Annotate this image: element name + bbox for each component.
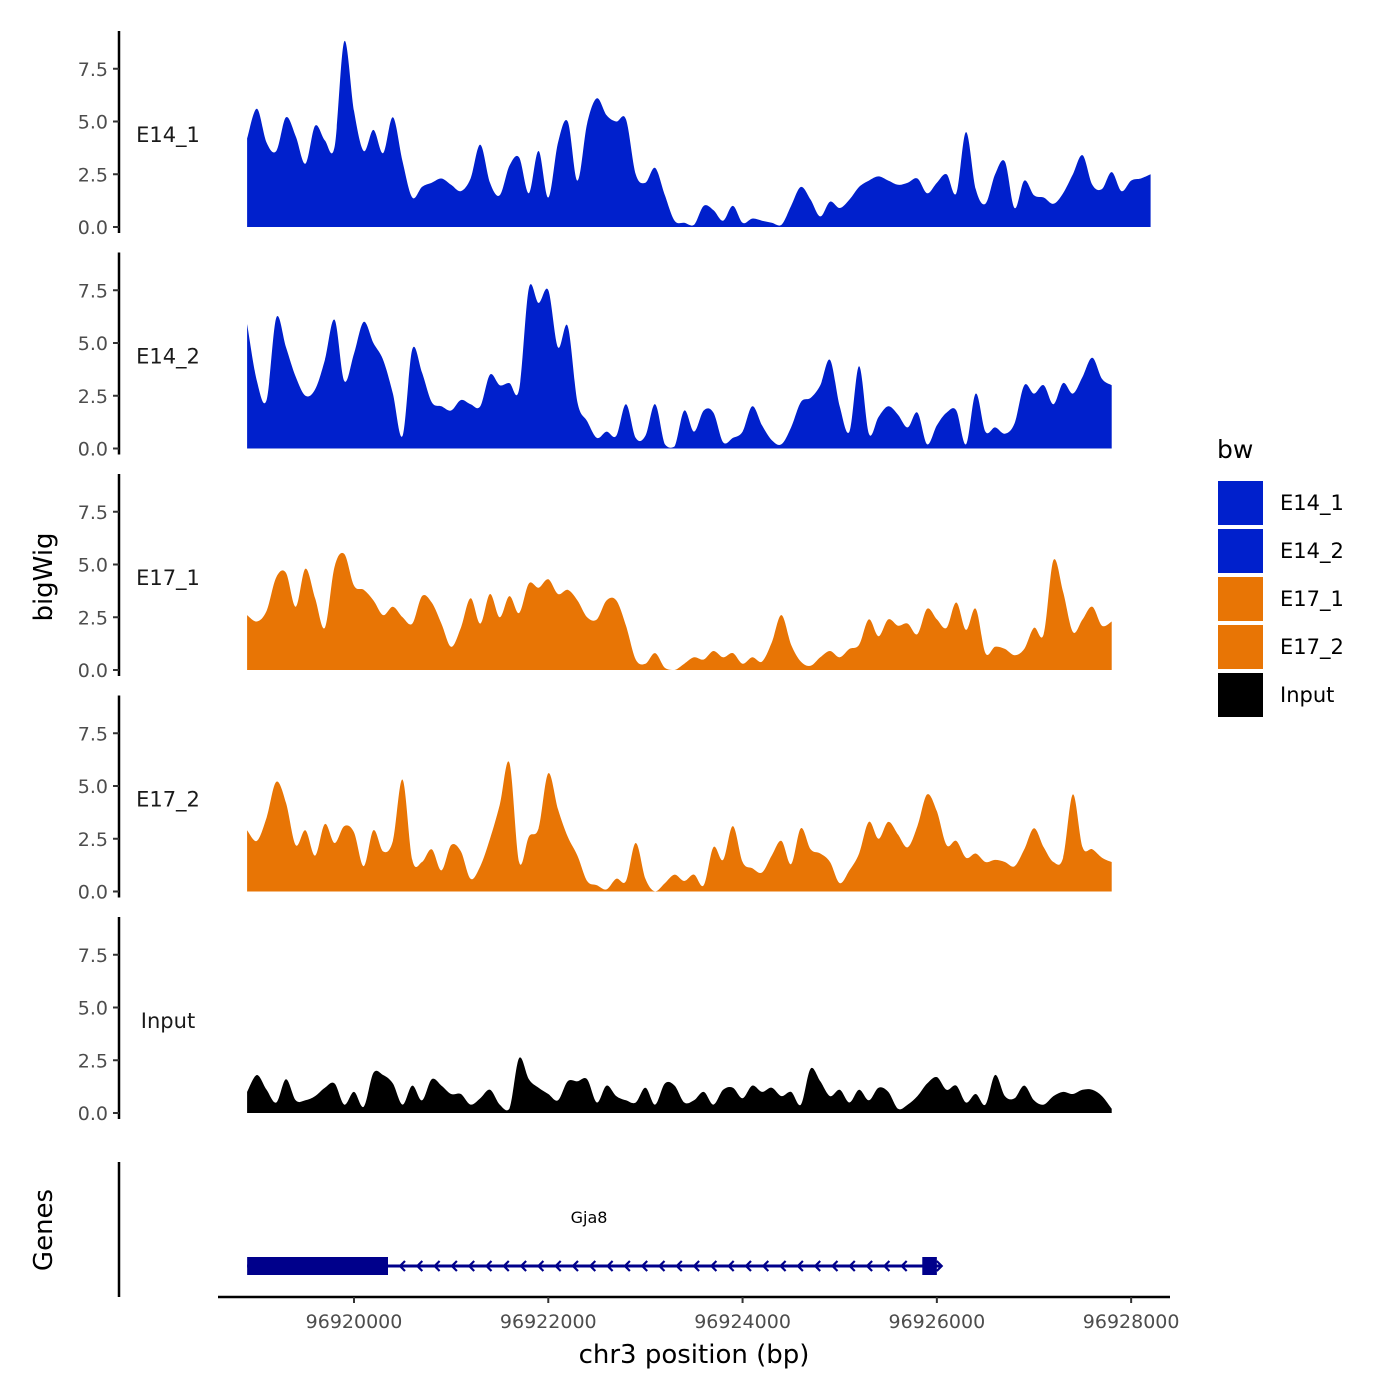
x-tick-label: 96922000 (500, 1311, 597, 1333)
strand-chevron (882, 1260, 891, 1272)
legend: bw E14_1 E14_2 E17_1 E17_2 Input (1217, 435, 1344, 717)
x-axis-title: chr3 position (bp) (579, 1340, 810, 1370)
y-tick-label: 0.0 (78, 660, 108, 682)
strand-chevron (830, 1260, 839, 1272)
track-E14_2: 0.0 2.5 5.0 7.5 E14_2 (78, 252, 1112, 461)
legend-swatch (1218, 529, 1263, 573)
gene-exon (922, 1257, 937, 1275)
legend-swatch (1218, 625, 1263, 669)
strand-chevron (761, 1260, 770, 1272)
strand-chevron (467, 1260, 475, 1272)
strand-chevron (606, 1260, 614, 1272)
track-label: E17_1 (136, 566, 200, 591)
track-Input: 0.0 2.5 5.0 7.5 Input (78, 917, 1112, 1125)
y-axis-title: bigWig (29, 532, 59, 621)
strand-chevron (450, 1260, 458, 1272)
area-E14_2 (247, 284, 1112, 449)
strand-chevron (502, 1260, 510, 1272)
strand-chevron (519, 1260, 527, 1272)
strand-chevron (813, 1260, 821, 1272)
strand-chevron (865, 1260, 873, 1272)
strand-chevron (848, 1260, 856, 1272)
strand-chevron (415, 1260, 424, 1272)
y-tick-label: 2.5 (78, 1050, 108, 1072)
legend-label: Input (1280, 683, 1334, 707)
y-tick-label: 2.5 (78, 607, 108, 629)
legend-label: E14_1 (1280, 491, 1344, 516)
area-E14_1 (247, 40, 1151, 228)
strand-chevron (727, 1260, 735, 1272)
strand-chevron (433, 1260, 441, 1272)
strand-chevron (571, 1260, 579, 1272)
y-tick-label: 0.0 (78, 1103, 108, 1125)
y-tick-label: 2.5 (78, 829, 108, 851)
track-label: E14_1 (136, 123, 200, 148)
legend-label: E17_1 (1280, 587, 1344, 612)
y-tick-label: 2.5 (78, 164, 108, 186)
strand-chevron (675, 1260, 683, 1272)
x-axis: 96920000 96922000 96924000 96926000 96928000 (218, 1295, 1180, 1333)
y-tick-label: 0.0 (78, 439, 108, 461)
gene-exon (247, 1257, 388, 1275)
y-tick-label: 5.0 (78, 555, 108, 577)
y-tick-label: 5.0 (78, 776, 108, 798)
y-tick-label: 7.5 (78, 945, 108, 967)
legend-swatch (1218, 577, 1263, 621)
strand-chevron (588, 1260, 597, 1272)
strand-chevron (692, 1260, 700, 1272)
y-tick-label: 7.5 (78, 280, 108, 302)
area-E17_2 (247, 761, 1112, 892)
strand-chevron (796, 1260, 804, 1272)
legend-label: E14_2 (1280, 539, 1344, 564)
strand-chevron (554, 1260, 562, 1272)
legend-swatch (1218, 481, 1263, 525)
gene-label: Gja8 (571, 1208, 608, 1227)
y-tick-label: 7.5 (78, 59, 108, 81)
y-tick-label: 5.0 (78, 333, 108, 355)
strand-chevron (709, 1260, 718, 1272)
area-Input (247, 1057, 1112, 1113)
y-tick-label: 7.5 (78, 502, 108, 524)
legend-label: E17_2 (1280, 635, 1344, 660)
genes-group: Gja8 (117, 1162, 944, 1297)
y-tick-label: 0.0 (78, 217, 108, 239)
area-E17_1 (247, 552, 1112, 670)
strand-chevron (640, 1260, 648, 1272)
track-label: E14_2 (136, 345, 200, 370)
y-tick-label: 2.5 (78, 386, 108, 408)
y-tick-label: 5.0 (78, 112, 108, 134)
strand-chevron (536, 1260, 545, 1272)
track-E17_2: 0.0 2.5 5.0 7.5 E17_2 (78, 695, 1112, 904)
x-tick-label: 96926000 (888, 1311, 985, 1333)
strand-chevron (657, 1260, 666, 1272)
y-tick-label: 0.0 (78, 882, 108, 904)
strand-chevron (398, 1260, 406, 1272)
y-tick-label: 5.0 (78, 998, 108, 1020)
x-tick-label: 96924000 (694, 1311, 791, 1333)
track-E14_1: 0.0 2.5 5.0 7.5 E14_1 (78, 31, 1151, 239)
tracks-group: 0.0 2.5 5.0 7.5 E14_1 0.0 2.5 5.0 7.5 E14_2 0.0 2.5… (78, 31, 1151, 1125)
strand-chevron (779, 1260, 787, 1272)
legend-title: bw (1217, 435, 1253, 464)
x-tick-label: 96920000 (306, 1311, 403, 1333)
strand-chevron (900, 1260, 908, 1272)
strand-chevron (744, 1260, 752, 1272)
genes-axis-title: Genes (29, 1189, 59, 1271)
track-label: Input (141, 1009, 195, 1033)
strand-chevron (484, 1260, 493, 1272)
strand-chevron (623, 1260, 631, 1272)
track-E17_1: 0.0 2.5 5.0 7.5 E17_1 (78, 474, 1112, 682)
gene-Gja8: Gja8 (247, 1208, 944, 1275)
strand-chevron (935, 1260, 944, 1272)
x-tick-label: 96928000 (1083, 1311, 1180, 1333)
track-label: E17_2 (136, 788, 200, 813)
legend-swatch (1218, 673, 1263, 717)
y-tick-label: 7.5 (78, 723, 108, 745)
